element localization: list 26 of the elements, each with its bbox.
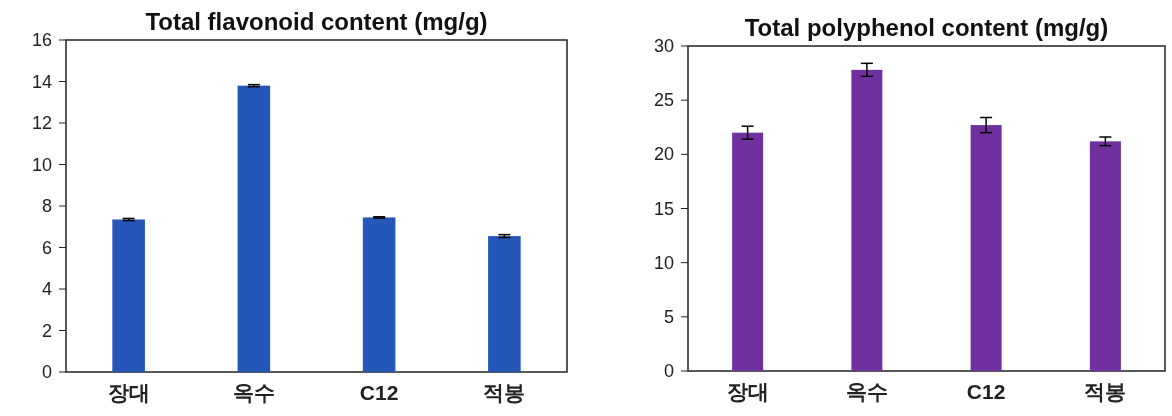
x-tick-label: 장대 (726, 380, 769, 403)
y-tick-label: 14 (31, 71, 52, 92)
y-tick-label: 15 (653, 198, 674, 219)
y-tick-label: 10 (31, 154, 52, 175)
y-tick-label: 25 (653, 90, 674, 111)
x-tick-label: C12 (966, 380, 1006, 403)
x-tick-label: 적봉 (483, 381, 526, 404)
y-tick-label: 16 (31, 30, 52, 50)
y-tick-label: 0 (41, 362, 52, 382)
x-tick-label: C12 (359, 381, 399, 404)
y-tick-label: 6 (41, 237, 52, 258)
y-tick-label: 2 (41, 320, 52, 341)
x-tick-label: 적봉 (1084, 380, 1127, 403)
y-tick-label: 20 (653, 144, 674, 165)
y-tick-label: 10 (653, 252, 674, 273)
y-tick-label: 4 (41, 279, 52, 299)
y-tick-label: 8 (41, 196, 52, 216)
y-tick-label: 0 (663, 361, 674, 381)
x-tick-label: 옥수 (232, 381, 275, 404)
chart-title: Total polyphenol content (mg/g) (744, 14, 1109, 41)
x-tick-label: 장대 (107, 381, 150, 404)
y-tick-label: 5 (663, 306, 674, 327)
chart-title: Total flavonoid content (mg/g) (145, 8, 488, 35)
y-tick-label: 30 (653, 36, 674, 56)
y-tick-label: 12 (31, 113, 52, 133)
x-tick-label: 옥수 (845, 380, 888, 403)
